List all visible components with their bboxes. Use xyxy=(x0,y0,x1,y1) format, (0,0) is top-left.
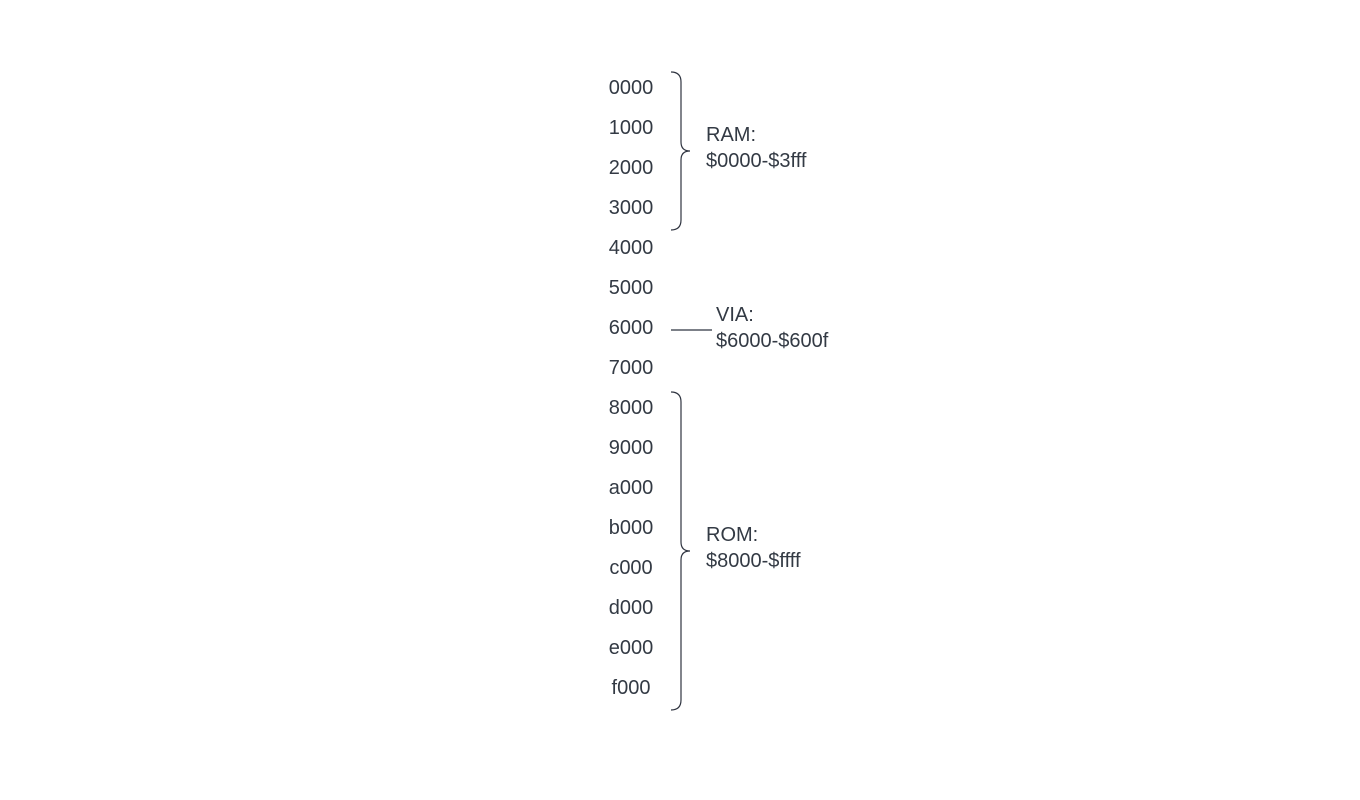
ram-label-range: $0000-$3fff xyxy=(706,150,807,172)
address-label: d000 xyxy=(608,597,654,619)
address-label: 7000 xyxy=(608,357,654,379)
address-label: 1000 xyxy=(608,117,654,139)
ram-label-name: RAM: xyxy=(706,124,756,146)
rom-brace xyxy=(670,391,691,711)
address-label: b000 xyxy=(608,517,654,539)
via-label: VIA: $6000-$600f xyxy=(716,302,828,354)
address-label: 3000 xyxy=(608,197,654,219)
address-label: 0000 xyxy=(608,77,654,99)
via-label-range: $6000-$600f xyxy=(716,330,829,352)
address-label: 8000 xyxy=(608,397,654,419)
address-label: 5000 xyxy=(608,277,654,299)
address-label: 6000 xyxy=(608,317,654,339)
address-label: e000 xyxy=(608,637,654,659)
address-label: c000 xyxy=(609,557,653,579)
ram-label: RAM: $0000-$3fff xyxy=(706,122,806,174)
ram-brace xyxy=(670,71,691,231)
address-label: 9000 xyxy=(608,437,654,459)
address-label: 2000 xyxy=(608,157,654,179)
rom-label-range: $8000-$ffff xyxy=(706,550,801,572)
address-label: 4000 xyxy=(608,237,654,259)
address-label: a000 xyxy=(608,477,654,499)
rom-label-name: ROM: xyxy=(706,524,759,546)
address-label: f000 xyxy=(611,677,651,699)
rom-label: ROM: $8000-$ffff xyxy=(706,522,801,574)
via-label-name: VIA: xyxy=(716,304,754,326)
